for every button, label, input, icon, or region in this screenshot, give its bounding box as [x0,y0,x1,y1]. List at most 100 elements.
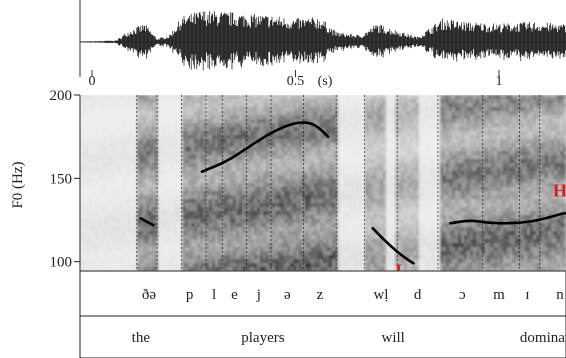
spectrogram-cell [218,235,222,240]
spectrogram-cell [104,171,108,176]
spectrogram-cell [125,267,129,271]
spectrogram-cell [233,251,237,256]
spectrogram-cell [194,119,198,124]
spectrogram-cell [212,167,216,172]
spectrogram-cell [101,103,105,108]
spectrogram-cell [113,111,117,116]
spectrogram-cell [116,95,120,100]
spectrogram-cell [293,107,297,112]
spectrogram-cell [398,223,402,228]
spectrogram-cell [137,99,141,104]
spectrogram-cell [95,255,99,260]
spectrogram-cell [197,251,201,256]
spectrogram-cell [335,247,339,252]
spectrogram-cell [116,267,120,271]
spectrogram-cell [329,227,333,232]
spectrogram-cell [248,115,252,120]
spectrogram-cell [386,203,390,208]
spectrogram-cell [110,267,114,271]
spectrogram-cell [308,263,312,268]
spectrogram-cell [92,207,96,212]
spectrogram-cell [224,203,228,208]
spectrogram-cell [371,131,375,136]
spectrogram-cell [164,243,168,248]
spectrogram-cell [287,251,291,256]
spectrogram-cell [110,99,114,104]
spectrogram-cell [212,155,216,160]
spectrogram-cell [290,127,294,132]
spectrogram-cell [215,171,219,176]
spectrogram-cell [302,203,306,208]
spectrogram-cell [275,199,279,204]
spectrogram-cell [350,191,354,196]
spectrogram-cell [335,131,339,136]
spectrogram-cell [89,215,93,220]
spectrogram-cell [407,179,411,184]
spectrogram-cell [335,139,339,144]
spectrogram-cell [143,195,147,200]
spectrogram-cell [194,219,198,224]
spectrogram-cell [311,139,315,144]
spectrogram-cell [374,235,378,240]
spectrogram-cell [323,135,327,140]
spectrogram-cell [92,139,96,144]
spectrogram-cell [170,171,174,176]
spectrogram-cell [335,115,339,120]
spectrogram-cell [203,115,207,120]
spectrogram-cell [167,215,171,220]
spectrogram-cell [362,183,366,188]
spectrogram-cell [311,203,315,208]
spectrogram-cell [374,99,378,104]
spectrogram-cell [368,159,372,164]
spectrogram-cell [347,123,351,128]
spectrogram-cell [170,231,174,236]
spectrogram-cell [308,135,312,140]
spectrogram-cell [182,127,186,132]
spectrogram-cell [398,115,402,120]
spectrogram-cell [386,267,390,271]
spectrogram-cell [200,251,204,256]
spectrogram-cell [137,103,141,108]
spectrogram-cell [209,255,213,260]
spectrogram-cell [89,247,93,252]
spectrogram-cell [185,235,189,240]
spectrogram-cell [395,119,399,124]
spectrogram-cell [392,107,396,112]
spectrogram-cell [197,263,201,268]
spectrogram-cell [185,247,189,252]
spectrogram-cell [212,235,216,240]
spectrogram-cell [284,227,288,232]
spectrogram-cell [89,107,93,112]
spectrogram-cell [305,119,309,124]
spectrogram-cell [230,211,234,216]
spectrogram-cell [323,175,327,180]
spectrogram-cell [215,243,219,248]
spectrogram-cell [293,159,297,164]
spectrogram-cell [254,199,258,204]
spectrogram-cell [293,219,297,224]
spectrogram-cell [140,115,144,120]
spectrogram-cell [281,199,285,204]
spectrogram-cell [149,171,153,176]
spectrogram-cell [221,227,225,232]
spectrogram-cell [185,195,189,200]
spectrogram-cell [365,107,369,112]
spectrogram-cell [200,131,204,136]
spectrogram-cell [149,179,153,184]
spectrogram-cell [395,203,399,208]
spectrogram-cell [200,127,204,132]
spectrogram-cell [125,147,129,152]
spectrogram-cell [269,211,273,216]
spectrogram-cell [149,247,153,252]
spectrogram-cell [278,155,282,160]
spectrogram-cell [83,191,87,196]
spectrogram-cell [311,131,315,136]
spectrogram-cell [338,243,342,248]
spectrogram-cell [176,195,180,200]
spectrogram-cell [275,207,279,212]
spectrogram-cell [251,251,255,256]
spectrogram-cell [404,203,408,208]
spectrogram-cell [224,251,228,256]
spectrogram-cell [95,123,99,128]
spectrogram-cell [182,95,186,100]
